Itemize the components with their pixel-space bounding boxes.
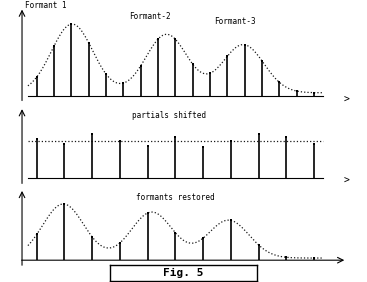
Text: Formant 1: Formant 1 [25, 1, 67, 10]
Text: >: > [344, 95, 350, 105]
Text: Formant-3: Formant-3 [215, 17, 256, 26]
Text: partials shifted: partials shifted [132, 111, 207, 120]
Text: Fig. 5: Fig. 5 [163, 268, 204, 278]
Text: Formant-2: Formant-2 [129, 12, 171, 21]
Text: formants restored: formants restored [136, 193, 214, 202]
Text: >: > [344, 176, 350, 186]
